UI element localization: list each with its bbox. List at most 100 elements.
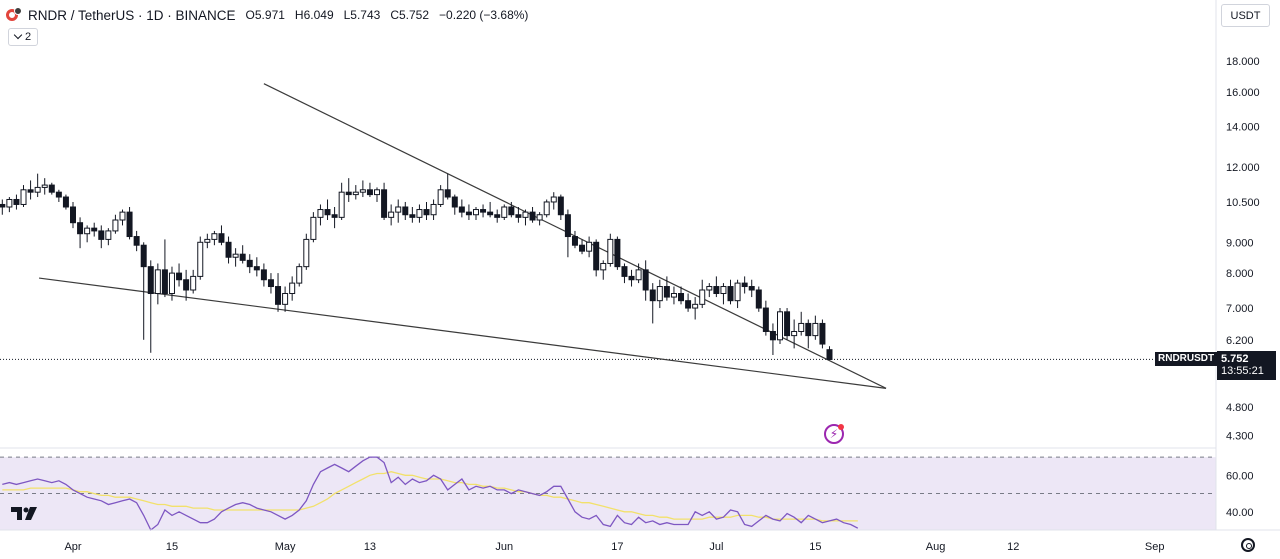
candle [197, 236, 204, 280]
ohlc-low: L5.743 [343, 8, 381, 22]
price-tick-label: 7.000 [1226, 303, 1254, 315]
candle-body [13, 198, 20, 205]
ohlc-change: −0.220 (−3.68%) [439, 8, 529, 22]
tradingview-logo-icon[interactable] [10, 504, 40, 522]
candle-body [55, 191, 62, 198]
indicators-toggle-button[interactable]: 2 [8, 28, 38, 46]
candle [444, 173, 451, 200]
settings-gear-icon[interactable] [1241, 538, 1255, 552]
candle [550, 192, 557, 210]
price-tick-label: 18.000 [1226, 56, 1260, 68]
candle-body [649, 289, 656, 302]
candle-body [755, 289, 762, 309]
candle [246, 254, 253, 274]
symbol-title[interactable]: RNDR / TetherUS · 1D · BINANCE [28, 7, 236, 23]
candle-body [77, 222, 84, 235]
candle [13, 194, 20, 210]
candle-body [0, 203, 6, 208]
candle-body [430, 203, 437, 216]
price-tick-label: 16.000 [1226, 87, 1260, 99]
candle [359, 180, 366, 198]
rsi-tick-label: 60.00 [1226, 470, 1254, 482]
symbol-price-label: RNDRUSDT [1155, 352, 1218, 366]
candle-body [600, 262, 607, 271]
chevron-down-icon [13, 30, 23, 40]
candle [267, 273, 274, 294]
candle-body [692, 303, 699, 309]
candle [437, 185, 444, 207]
candle-body [232, 253, 239, 258]
candle-body [381, 189, 388, 218]
candle-body [614, 238, 621, 268]
candle [98, 225, 105, 249]
candle-body [303, 238, 310, 268]
candle-body [480, 209, 487, 213]
candle [734, 279, 741, 309]
candle [190, 269, 197, 294]
flash-alert-icon[interactable]: ⚡ [824, 424, 844, 444]
bar-countdown: 13:55:21 [1221, 365, 1264, 377]
candle [791, 319, 798, 349]
candle-body [331, 214, 338, 218]
candle-body [324, 209, 331, 216]
candle [571, 230, 578, 249]
price-tick-label: 10.500 [1226, 197, 1260, 209]
candle-body [727, 286, 734, 302]
candle-body [112, 219, 119, 232]
candle [20, 185, 27, 207]
candle [395, 199, 402, 223]
candle [381, 182, 388, 221]
candle-body [91, 227, 98, 232]
candle-body [762, 307, 769, 332]
candle [593, 239, 600, 277]
candle-body [642, 269, 649, 291]
time-tick-label: 15 [809, 541, 821, 553]
candle-body [154, 269, 161, 295]
time-tick-label: 12 [1007, 541, 1019, 553]
candle [685, 293, 692, 312]
candle [331, 206, 338, 229]
candle-body [317, 209, 324, 218]
candle [260, 263, 267, 287]
price-tick-label: 4.300 [1226, 431, 1254, 443]
candle [755, 286, 762, 312]
candle [515, 206, 522, 223]
candle-body [593, 241, 600, 271]
candle-body [713, 286, 720, 295]
candle [678, 286, 685, 305]
time-tick-label: Jun [495, 541, 513, 553]
candle-body [826, 349, 833, 361]
candle [670, 286, 677, 305]
candle-body [423, 209, 430, 216]
main-pane [0, 83, 1216, 449]
candle [812, 315, 819, 340]
candle [692, 297, 699, 320]
candle [183, 269, 190, 301]
candle [762, 300, 769, 336]
candle-body [168, 272, 175, 295]
candle [741, 276, 748, 294]
candle [62, 194, 69, 210]
candle-body [529, 211, 536, 221]
price-tick-label: 9.000 [1226, 237, 1254, 249]
time-tick-label: Sep [1145, 541, 1165, 553]
candle [720, 283, 727, 305]
candle [769, 323, 776, 356]
candle-body [204, 238, 211, 243]
candle-body [176, 272, 183, 281]
candle-body [310, 216, 317, 240]
candle-body [126, 211, 133, 238]
candle [699, 279, 706, 309]
candle-body [48, 184, 55, 193]
rsi-pane [0, 456, 1216, 532]
candle [564, 209, 571, 258]
candle [105, 228, 112, 246]
candle [727, 279, 734, 305]
candle-body [62, 196, 69, 208]
currency-button[interactable]: USDT [1221, 4, 1270, 27]
candle [501, 204, 508, 221]
candle [748, 279, 755, 298]
candle [798, 311, 805, 336]
candle [168, 266, 175, 301]
